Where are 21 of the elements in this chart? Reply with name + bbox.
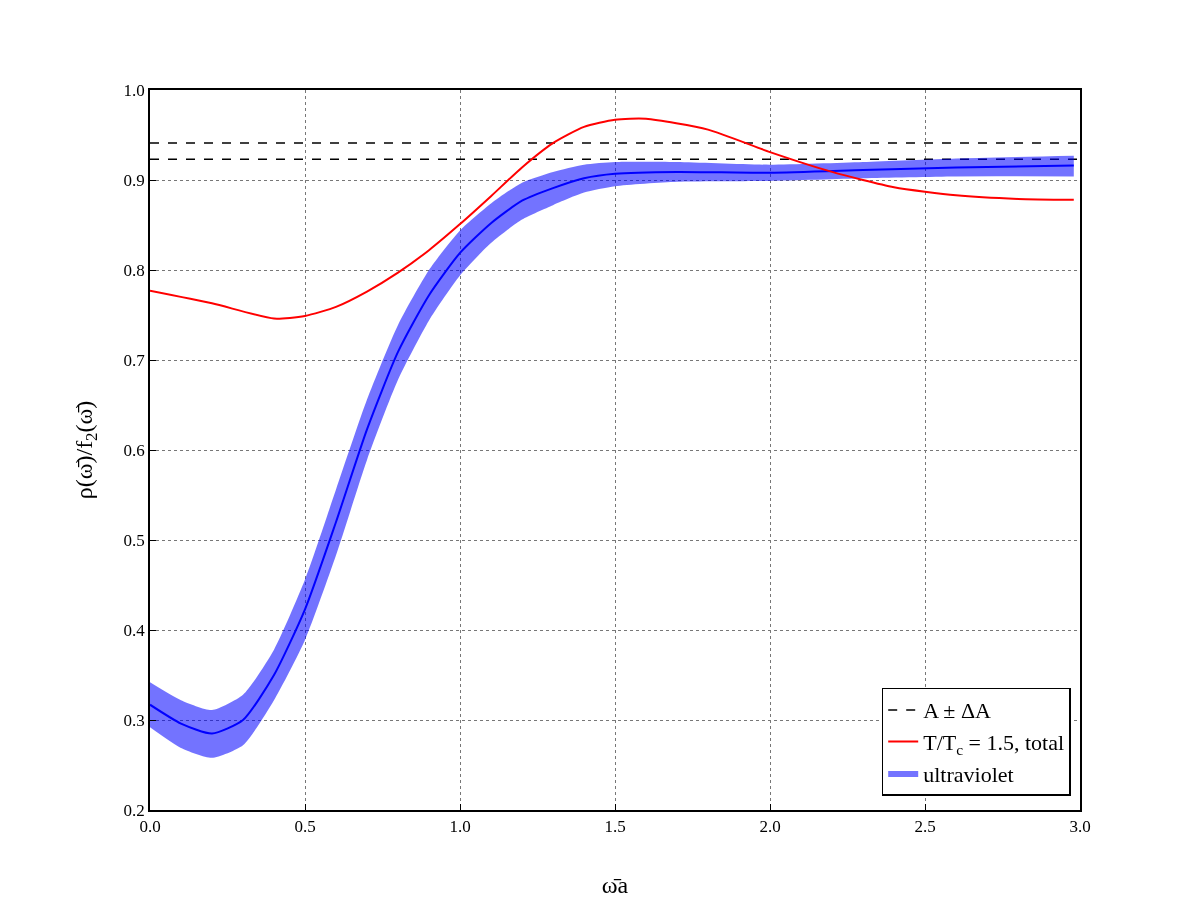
x-axis-title: ω̄a: [601, 871, 629, 898]
y-tick-label: 0.4: [123, 620, 146, 640]
y-tick-label: 0.2: [123, 800, 145, 820]
legend-label: A ± ΔA: [923, 698, 992, 724]
y-tick-label: 0.5: [123, 530, 145, 550]
x-tick-label: 3.0: [1069, 817, 1091, 837]
x-tick-label: 2.5: [914, 817, 936, 837]
x-tick-label: 2.0: [759, 817, 781, 837]
y-tick-label: 1.0: [123, 80, 145, 100]
legend-label: T/T$_{c}$ = 1.5, total: [923, 730, 1065, 758]
line-series: [150, 117, 1075, 320]
x-tick-label: 1.0: [449, 817, 471, 837]
legend-label: ultraviolet: [923, 761, 1014, 787]
x-tick-label: 0.5: [294, 817, 316, 837]
y-tick-label: 0.7: [123, 350, 146, 370]
y-tick-label: 0.9: [123, 170, 145, 190]
y-tick-label: 0.8: [123, 260, 145, 280]
y-tick-label: 0.6: [123, 440, 145, 460]
x-tick-label: 1.5: [604, 817, 626, 837]
x-tick-label: 0.0: [139, 817, 161, 837]
y-tick-label: 0.3: [123, 710, 145, 730]
